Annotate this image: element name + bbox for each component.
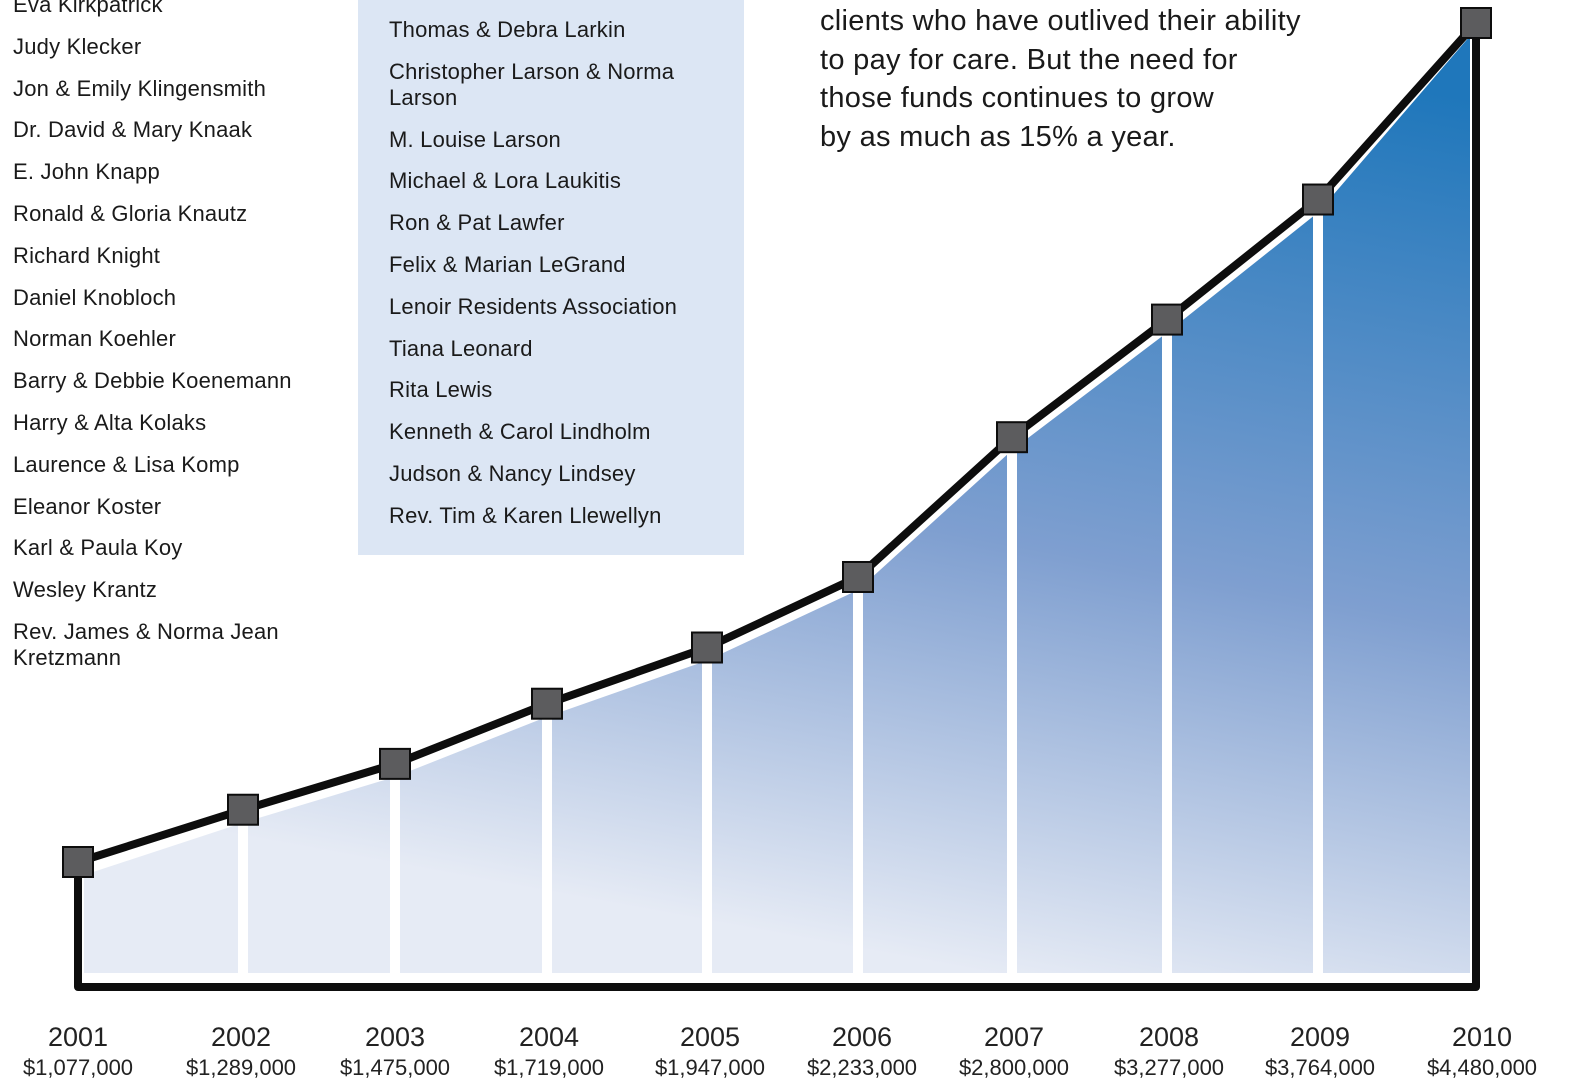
donor-name: Ronald & Gloria Knautz (13, 200, 248, 226)
data-point (842, 560, 874, 593)
donor-name: Ron & Pat Lawfer (389, 210, 565, 236)
data-point (62, 846, 94, 878)
donor-name: Laurence & Lisa Komp (13, 451, 240, 477)
donor-name: Wesley Krantz (13, 577, 158, 603)
data-point (379, 747, 411, 780)
donor-name: Harry & Alta Kolaks (13, 409, 207, 435)
x-tick-label: 2010 (1451, 1022, 1513, 1052)
data-point (1302, 183, 1334, 216)
data-label: $2,800,000 (958, 1055, 1070, 1080)
donor-name: Norman Koehler (13, 326, 176, 352)
donor-list-middle: Thomas & Debra Larkin Christopher Larson … (389, 17, 719, 545)
x-tick-label: 2002 (210, 1022, 272, 1052)
data-point (227, 793, 259, 826)
donor-name: Christopher Larson & Norma Larson (389, 58, 675, 110)
donor-name: Richard Knight (13, 242, 161, 268)
donor-name: E. John Knapp (13, 159, 160, 185)
intro-line: clients who have outlived their ability (820, 5, 1301, 37)
donor-name: Felix & Marian LeGrand (389, 251, 626, 277)
data-point (996, 421, 1028, 454)
donor-name: Tiana Leonard (389, 335, 533, 361)
area-fill (84, 36, 1470, 973)
x-tick-label: 2003 (364, 1022, 426, 1052)
data-point (531, 687, 563, 720)
data-label: $3,764,000 (1264, 1055, 1376, 1080)
data-point (1460, 7, 1492, 39)
intro-paragraph: clients who have outlived their ability … (820, 2, 1420, 156)
x-tick-label: 2006 (831, 1022, 893, 1052)
data-point (691, 631, 723, 664)
x-tick-label: 2001 (47, 1022, 109, 1052)
x-tick-label: 2009 (1289, 1022, 1351, 1052)
data-label: $1,289,000 (185, 1055, 297, 1080)
data-label: $1,077,000 (22, 1055, 134, 1080)
x-tick-label: 2007 (983, 1022, 1045, 1052)
donor-name: M. Louise Larson (389, 126, 561, 152)
donor-name: Rev. Tim & Karen Llewellyn (389, 502, 662, 528)
x-tick-label: 2005 (679, 1022, 741, 1052)
intro-line: by as much as 15% a year. (820, 120, 1176, 153)
data-label: $1,475,000 (339, 1055, 451, 1080)
data-label: $3,277,000 (1113, 1055, 1225, 1080)
donor-highlight-box: Thomas & Debra Larkin Christopher Larson … (358, 0, 744, 555)
series-line (77, 20, 1479, 865)
donor-name: Eleanor Koster (13, 493, 162, 519)
donor-name: Barry & Debbie Koenemann (13, 368, 292, 394)
donor-name: Michael & Lora Laukitis (389, 168, 622, 194)
data-label: $4,480,000 (1426, 1055, 1538, 1080)
intro-line: to pay for care. But the need for (820, 43, 1238, 76)
donor-name: Rev. James & Norma Jean Kretzmann (13, 618, 279, 670)
intro-line: those funds continues to grow (820, 82, 1214, 114)
x-tick-label: 2004 (518, 1022, 580, 1052)
x-tick-label: 2008 (1138, 1022, 1200, 1052)
donor-name: Karl & Paula Koy (13, 535, 183, 561)
donor-name: Lenoir Residents Association (389, 293, 678, 319)
data-label: $1,719,000 (493, 1055, 605, 1080)
donor-name: Kenneth & Carol Lindholm (389, 419, 651, 445)
donor-name: Rita Lewis (389, 377, 493, 403)
data-label: $2,233,000 (806, 1055, 918, 1080)
donor-name: Judy Klecker (13, 33, 142, 59)
donor-name: Thomas & Debra Larkin (389, 17, 626, 42)
donor-name: Judson & Nancy Lindsey (389, 460, 636, 486)
donor-name: Dr. David & Mary Knaak (13, 117, 253, 143)
data-label: $1,947,000 (654, 1055, 766, 1080)
donor-list-left: Eva Kirkpatrick Judy Klecker Jon & Emily K… (13, 0, 343, 687)
donor-name: Jon & Emily Klingensmith (13, 75, 267, 101)
data-point (1151, 303, 1183, 336)
donor-name: Eva Kirkpatrick (13, 0, 163, 17)
donor-name: Daniel Knobloch (13, 284, 177, 310)
